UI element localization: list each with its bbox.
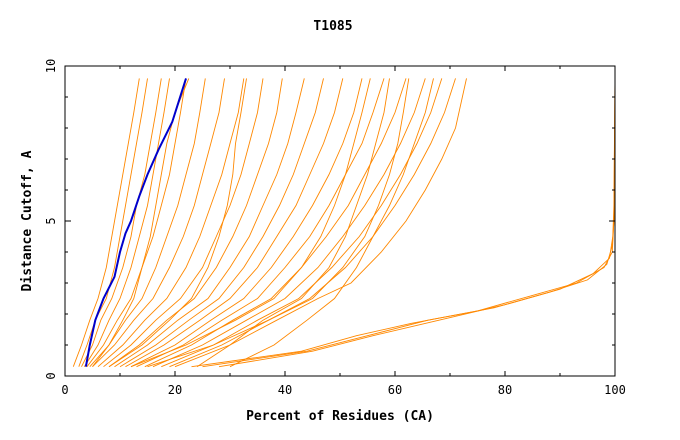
series-line-20: [174, 78, 467, 368]
x-tick-label-40: 40: [278, 383, 292, 397]
series-line-12: [119, 78, 324, 368]
series-line-15: [136, 78, 385, 368]
series-line-8: [97, 78, 245, 368]
series-line-9: [103, 78, 264, 368]
series-line-27: [191, 189, 616, 368]
series-line-24: [147, 78, 410, 368]
y-tick-label-0: 0: [44, 372, 58, 379]
series-line-22: [108, 78, 247, 368]
x-tick-label-100: 100: [604, 383, 626, 397]
series-line-10: [108, 78, 283, 368]
series-line-3: [81, 78, 162, 367]
series-line-1: [72, 78, 140, 367]
series-line-25: [196, 78, 390, 368]
series-line-14: [130, 78, 363, 368]
series-line-17: [152, 78, 426, 368]
series-line-6: [89, 78, 206, 367]
chart-title: T1085: [313, 19, 352, 34]
x-tick-label-0: 0: [61, 383, 68, 397]
series-line-21: [92, 78, 190, 367]
series-line-11: [114, 78, 305, 368]
x-axis-label: Percent of Residues (CA): [246, 409, 434, 424]
series-line-18: [161, 78, 443, 368]
series-line-29: [218, 78, 616, 368]
series-line-7: [92, 78, 225, 368]
series-line-23: [130, 78, 371, 368]
series-line-13: [125, 78, 344, 368]
plot-frame: [64, 65, 616, 377]
series-line-28: [202, 78, 616, 368]
axes: 0 20 40 60 80 100 0 5 10: [44, 59, 626, 397]
plot-area: [72, 78, 616, 368]
series-line-4: [83, 78, 170, 367]
x-tick-label-20: 20: [168, 383, 182, 397]
series-line-26: [229, 78, 434, 368]
x-tick-label-60: 60: [388, 383, 402, 397]
y-tick-label-5: 5: [44, 217, 58, 224]
highlight-series-line: [84, 78, 187, 367]
series-line-5: [86, 78, 187, 367]
x-tick-label-80: 80: [498, 383, 512, 397]
y-axis-label: Distance Cutoff, A: [20, 150, 35, 291]
y-tick-label-10: 10: [44, 59, 58, 73]
